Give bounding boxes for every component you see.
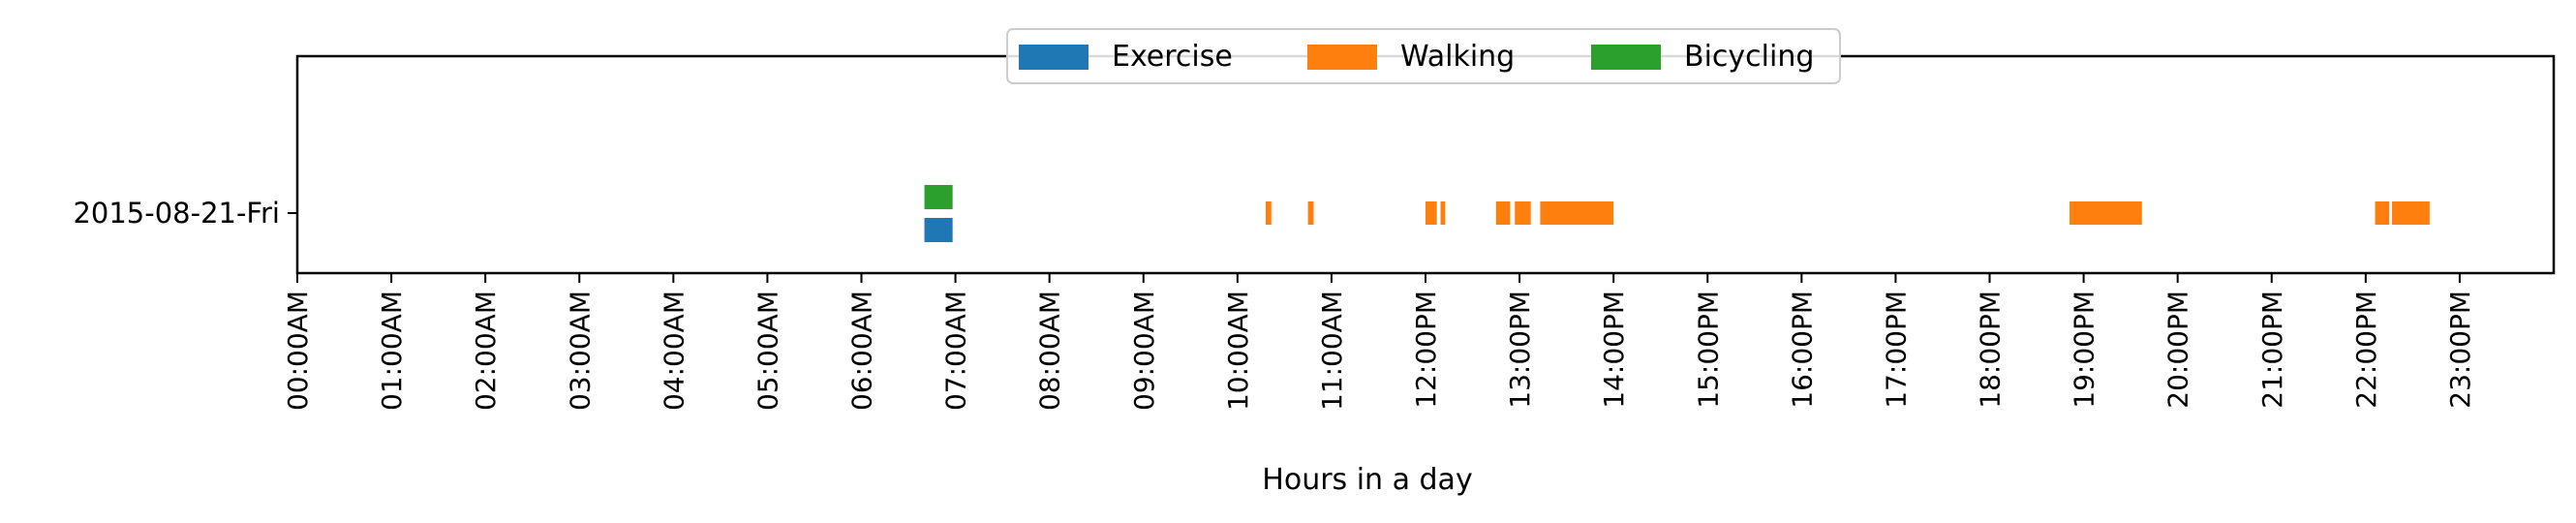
x-axis-label: Hours in a day xyxy=(1262,463,1472,497)
x-tick-label-16: 16:00PM xyxy=(1786,291,1818,409)
x-tick-label-21: 21:00PM xyxy=(2256,291,2288,409)
bicycling-legend-label: Bicycling xyxy=(1684,40,1814,74)
walking-bar-2 xyxy=(1426,201,1437,225)
walking-bar-3 xyxy=(1440,201,1446,225)
x-tick-label-8: 08:00AM xyxy=(1034,291,1066,411)
walking-bar-5 xyxy=(1515,201,1531,225)
x-tick-label-13: 13:00PM xyxy=(1504,291,1536,409)
x-tick-label-15: 15:00PM xyxy=(1692,291,1724,409)
y-axis: 2015-08-21-Fri xyxy=(73,197,297,230)
x-tick-label-9: 09:00AM xyxy=(1128,291,1160,411)
legend: Exercise Walking Bicycling xyxy=(1006,28,1841,84)
walking-legend-swatch xyxy=(1307,45,1377,70)
x-tick-label-11: 11:00AM xyxy=(1316,291,1348,411)
x-tick-label-10: 10:00AM xyxy=(1222,291,1254,411)
x-tick-label-5: 05:00AM xyxy=(751,291,783,411)
x-tick-label-3: 03:00AM xyxy=(564,291,596,411)
bicycling-bar-0 xyxy=(924,185,953,209)
x-axis: 00:00AM 01:00AM 02:00AM 03:00AM 04:00AM 05:00… xyxy=(282,273,2476,411)
bicycling-legend-swatch xyxy=(1591,45,1661,70)
walking-bar-0 xyxy=(1265,201,1272,225)
plot-frame xyxy=(295,54,2556,275)
x-tick-label-6: 06:00AM xyxy=(846,291,878,411)
x-tick-label-0: 00:00AM xyxy=(282,291,314,411)
x-tick-label-4: 04:00AM xyxy=(658,291,690,411)
walking-bar-6 xyxy=(1540,201,1614,225)
walking-bar-7 xyxy=(2070,201,2142,225)
x-tick-label-7: 07:00AM xyxy=(940,291,972,411)
exercise-legend-swatch xyxy=(1019,45,1089,70)
x-tick-label-22: 22:00PM xyxy=(2350,291,2382,409)
x-tick-label-19: 19:00PM xyxy=(2069,291,2101,409)
walking-legend-label: Walking xyxy=(1400,40,1515,74)
x-tick-label-18: 18:00PM xyxy=(1975,291,2007,409)
y-tick-label-0: 2015-08-21-Fri xyxy=(73,197,280,230)
x-tick-label-23: 23:00PM xyxy=(2444,291,2476,409)
exercise-bar-0 xyxy=(924,218,953,242)
walking-bar-1 xyxy=(1307,201,1314,225)
x-tick-label-20: 20:00PM xyxy=(2162,291,2194,409)
walking-bar-9 xyxy=(2392,201,2430,225)
walking-bar-4 xyxy=(1495,201,1511,225)
activity-bars xyxy=(924,185,2430,242)
x-tick-label-12: 12:00PM xyxy=(1410,291,1442,409)
x-tick-label-14: 14:00PM xyxy=(1598,291,1630,409)
exercise-legend-label: Exercise xyxy=(1112,40,1233,74)
x-tick-label-1: 01:00AM xyxy=(376,291,408,411)
walking-bar-8 xyxy=(2375,201,2390,225)
x-tick-label-2: 02:00AM xyxy=(470,291,502,411)
x-tick-label-17: 17:00PM xyxy=(1880,291,1912,409)
